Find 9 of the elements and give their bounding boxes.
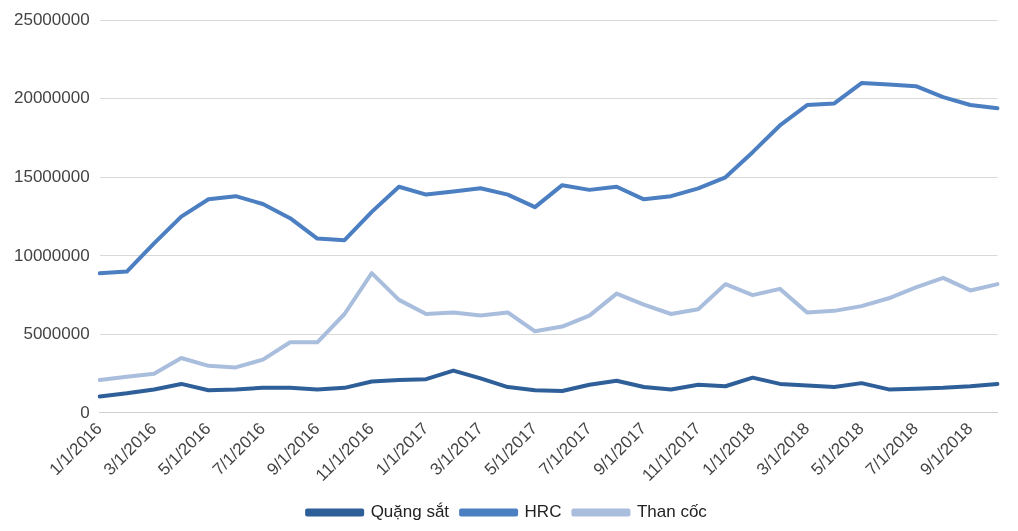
y-tick-label: 5000000 <box>23 324 90 344</box>
y-tick-label: 0 <box>80 402 90 422</box>
y-tick-label: 25000000 <box>14 9 90 29</box>
y-tick-label: 20000000 <box>14 88 90 108</box>
y-tick-label: 15000000 <box>14 167 90 186</box>
legend-label: Than cốc <box>636 502 708 522</box>
legend-label: HRC <box>524 502 562 522</box>
y-tick-label: 10000000 <box>14 245 90 265</box>
legend-label: Quặng sắt <box>370 502 450 522</box>
